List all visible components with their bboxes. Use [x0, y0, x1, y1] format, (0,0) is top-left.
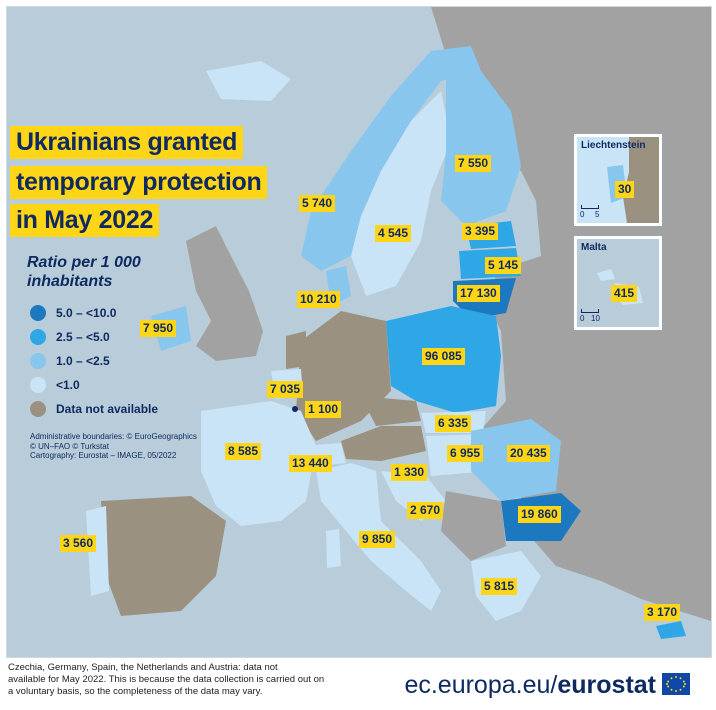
scale-bar: [581, 205, 599, 209]
scale-bar: [581, 309, 599, 313]
region-spain: [101, 496, 226, 616]
label-slovakia: 6 335: [435, 415, 472, 432]
eu-flag-icon: [662, 673, 690, 695]
inset-title: Liechtenstein: [581, 140, 646, 151]
label-malta: 415: [611, 285, 638, 302]
legend-item-not-available: Data not available: [30, 400, 158, 418]
label-hungary: 6 955: [447, 445, 484, 462]
legend-swatch-icon: [30, 305, 46, 321]
legend-label: <1.0: [56, 378, 80, 392]
map-title-line-3: in May 2022: [10, 204, 160, 237]
footnote: Czechia, Germany, Spain, the Netherlands…: [8, 662, 348, 698]
region-balkans: [441, 491, 506, 561]
label-cyprus: 3 170: [644, 604, 681, 621]
scale-label-end: 10: [591, 314, 600, 323]
footnote-line: available for May 2022. This is because …: [8, 674, 325, 685]
legend-item-5-10: 5.0 – <10.0: [30, 304, 116, 322]
legend-title: Ratio per 1 000 inhabitants: [27, 254, 141, 290]
legend-item-1-2-5: 1.0 – <2.5: [30, 352, 110, 370]
label-liechtenstein: 30: [615, 181, 635, 198]
region-austria: [341, 426, 426, 461]
label-denmark: 10 210: [297, 291, 340, 308]
brand-name: eurostat: [557, 671, 656, 699]
eurostat-brand: ec.europa.eu/eurostat: [404, 668, 656, 702]
label-greece: 5 815: [481, 578, 518, 595]
label-romania: 20 435: [507, 445, 550, 462]
label-ireland: 7 950: [140, 320, 177, 337]
scale-label-start: 0: [580, 210, 585, 219]
legend-label: 2.5 – <5.0: [56, 330, 110, 344]
region-iceland: [206, 61, 291, 101]
region-cyprus: [656, 621, 686, 639]
legend-label: Data not available: [56, 402, 159, 416]
map-title-line-2: temporary protection: [10, 166, 268, 199]
label-sweden: 4 545: [375, 225, 412, 242]
label-norway: 5 740: [299, 195, 336, 212]
region-finland: [441, 71, 521, 226]
luxembourg-marker: [292, 406, 298, 412]
legend-swatch-icon: [30, 329, 46, 345]
label-luxembourg: 1 100: [305, 401, 342, 418]
credit-line: © UN–FAO © Turkstat: [30, 441, 109, 451]
map-credits: Administrative boundaries: © EuroGeograp…: [30, 432, 230, 461]
legend-label: 1.0 – <2.5: [56, 354, 110, 368]
footnote-line: Czechia, Germany, Spain, the Netherlands…: [8, 662, 278, 673]
label-latvia: 5 145: [485, 257, 522, 274]
region-norway: [301, 46, 481, 271]
eu-stars-icon: [666, 676, 686, 692]
inset-liechtenstein: Liechtenstein 30 0 5: [574, 134, 662, 226]
legend-swatch-icon: [30, 401, 46, 417]
label-bulgaria: 19 860: [518, 506, 561, 523]
label-slovenia: 1 330: [391, 464, 428, 481]
region-sweden: [351, 91, 451, 296]
label-switzerland: 13 440: [289, 455, 332, 472]
credit-line: Cartography: Eurostat – IMAGE, 05/2022: [30, 451, 177, 460]
region-netherlands: [286, 331, 306, 369]
map-of-europe: 5 740 4 545 7 550 3 395 5 145 17 130 10 …: [6, 6, 712, 658]
footnote-line: a voluntary basis, so the completeness o…: [8, 686, 263, 697]
label-italy: 9 850: [359, 531, 396, 548]
region-czechia: [361, 396, 421, 426]
label-belgium: 7 035: [267, 381, 304, 398]
brand-url: ec.europa.eu/: [404, 671, 558, 699]
legend-item-lt-1: <1.0: [30, 376, 80, 394]
inset-title: Malta: [581, 242, 607, 253]
legend-swatch-icon: [30, 353, 46, 369]
label-finland: 7 550: [455, 155, 492, 172]
region-portugal: [86, 506, 109, 596]
label-lithuania: 17 130: [457, 285, 500, 302]
region-sardinia: [326, 529, 341, 568]
legend-item-2-5-5: 2.5 – <5.0: [30, 328, 110, 346]
scale-label-start: 0: [580, 314, 585, 323]
region-france: [201, 401, 316, 526]
scale-label-end: 5: [595, 210, 600, 219]
label-croatia: 2 670: [407, 502, 444, 519]
label-france: 8 585: [225, 443, 262, 460]
inset-malta: Malta 415 0 10: [574, 236, 662, 330]
inset-liechtenstein-map: [577, 137, 659, 223]
choropleth-map: [86, 7, 711, 639]
credit-line: Administrative boundaries: © EuroGeograp…: [30, 432, 197, 441]
legend-label: 5.0 – <10.0: [56, 306, 117, 320]
label-estonia: 3 395: [462, 223, 499, 240]
map-title-line-1: Ukrainians granted: [10, 126, 244, 159]
label-poland: 96 085: [422, 348, 465, 365]
label-portugal: 3 560: [60, 535, 97, 552]
legend-swatch-icon: [30, 377, 46, 393]
region-united-kingdom: [186, 226, 263, 361]
